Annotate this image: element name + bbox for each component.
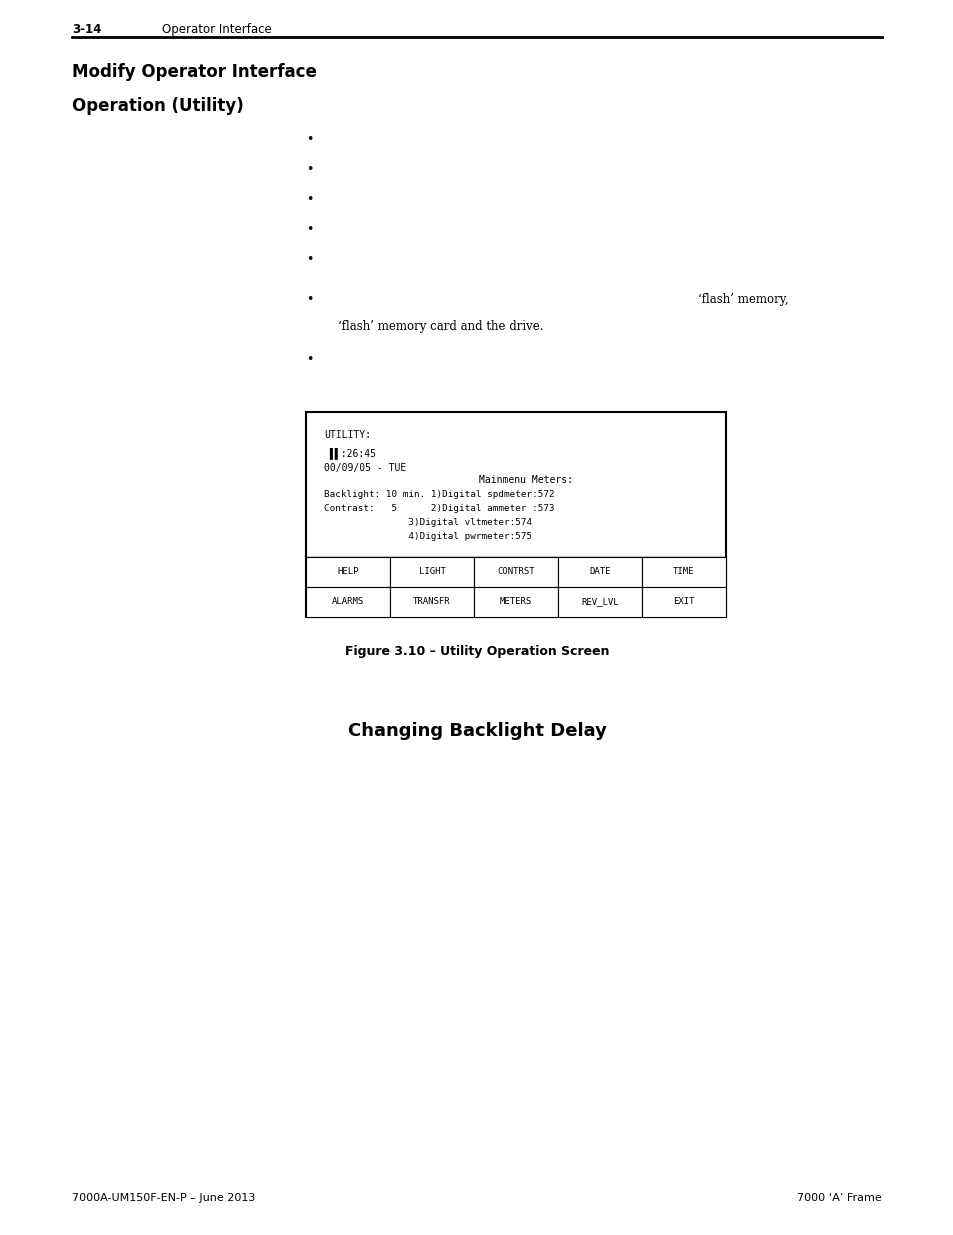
Text: •: • <box>306 133 313 146</box>
Bar <box>306 557 390 587</box>
Text: UTILITY:: UTILITY: <box>324 430 371 440</box>
Text: Operation (Utility): Operation (Utility) <box>71 98 244 115</box>
Text: Changing Backlight Delay: Changing Backlight Delay <box>347 722 606 740</box>
Text: Mainmenu Meters:: Mainmenu Meters: <box>478 475 573 485</box>
Bar <box>306 412 725 618</box>
Text: •: • <box>306 224 313 236</box>
Text: •: • <box>306 353 313 366</box>
Text: Operator Interface: Operator Interface <box>162 23 272 36</box>
Text: 7000 ‘A’ Frame: 7000 ‘A’ Frame <box>797 1193 882 1203</box>
Text: LIGHT: LIGHT <box>418 568 445 577</box>
Text: •: • <box>306 163 313 177</box>
Bar <box>474 587 558 618</box>
Bar <box>641 557 725 587</box>
Bar <box>474 557 558 587</box>
Text: CONTRST: CONTRST <box>497 568 535 577</box>
Text: EXIT: EXIT <box>673 598 694 606</box>
Text: ‘flash’ memory card and the drive.: ‘flash’ memory card and the drive. <box>337 320 543 333</box>
Bar <box>390 557 474 587</box>
Text: TIME: TIME <box>673 568 694 577</box>
Text: REV_LVL: REV_LVL <box>580 598 618 606</box>
Text: •: • <box>306 193 313 206</box>
Text: Backlight: 10 min. 1)Digital spdmeter:572: Backlight: 10 min. 1)Digital spdmeter:57… <box>324 490 554 499</box>
Text: Contrast:   5      2)Digital ammeter :573: Contrast: 5 2)Digital ammeter :573 <box>324 504 554 514</box>
Text: •: • <box>306 253 313 266</box>
Text: Modify Operator Interface: Modify Operator Interface <box>71 63 316 82</box>
Bar <box>306 587 390 618</box>
Text: 00/09/05 - TUE: 00/09/05 - TUE <box>324 463 406 473</box>
Bar <box>641 587 725 618</box>
Text: 3-14: 3-14 <box>71 23 101 36</box>
Text: METERS: METERS <box>499 598 532 606</box>
Text: TRANSFR: TRANSFR <box>413 598 451 606</box>
Text: 7000A-UM150F-EN-P – June 2013: 7000A-UM150F-EN-P – June 2013 <box>71 1193 255 1203</box>
Text: ▌▌:26:45: ▌▌:26:45 <box>329 447 375 459</box>
Bar <box>558 557 641 587</box>
Text: •: • <box>306 293 313 306</box>
Text: HELP: HELP <box>337 568 358 577</box>
Text: DATE: DATE <box>589 568 610 577</box>
Bar <box>558 587 641 618</box>
Text: 3)Digital vltmeter:574: 3)Digital vltmeter:574 <box>324 519 532 527</box>
Text: Figure 3.10 – Utility Operation Screen: Figure 3.10 – Utility Operation Screen <box>344 645 609 658</box>
Bar <box>390 587 474 618</box>
Text: 4)Digital pwrmeter:575: 4)Digital pwrmeter:575 <box>324 532 532 541</box>
Text: ALARMS: ALARMS <box>332 598 364 606</box>
Text: ‘flash’ memory,: ‘flash’ memory, <box>698 293 788 306</box>
